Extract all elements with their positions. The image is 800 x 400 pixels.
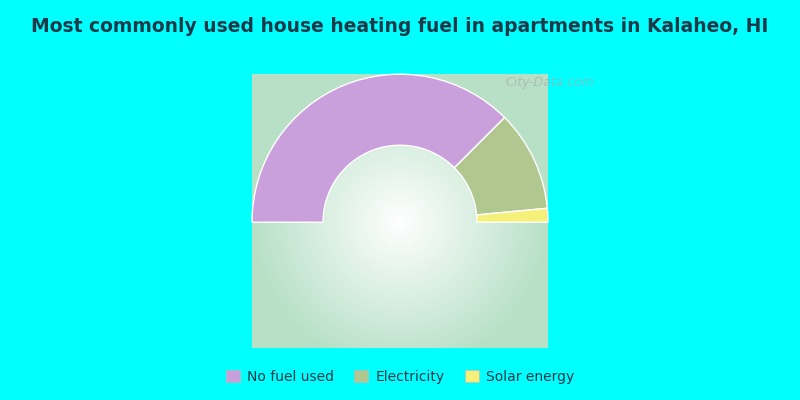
Wedge shape [252,74,505,222]
Text: City-Data.com: City-Data.com [506,76,594,89]
Wedge shape [454,118,547,215]
Text: Most commonly used house heating fuel in apartments in Kalaheo, HI: Most commonly used house heating fuel in… [31,16,769,36]
Wedge shape [477,208,548,222]
Legend: No fuel used, Electricity, Solar energy: No fuel used, Electricity, Solar energy [220,364,580,389]
